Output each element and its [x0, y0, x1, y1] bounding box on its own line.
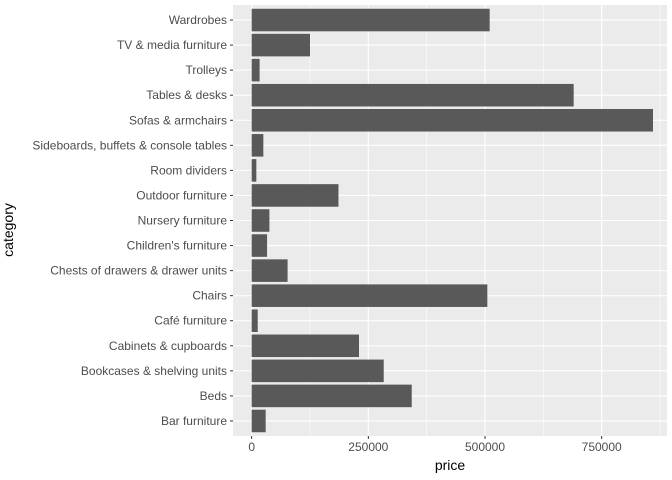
bar-cabinets-cupboards — [251, 334, 359, 358]
bar-caf-furniture — [251, 309, 258, 333]
y-tick-label: Chests of drawers & drawer units — [50, 264, 227, 278]
bar-tv-media-furniture — [251, 33, 310, 57]
y-tick-label: Sideboards, buffets & console tables — [32, 138, 227, 152]
bar-chests-of-drawers-drawer-units — [251, 259, 288, 282]
y-tick-label: Bar furniture — [161, 414, 227, 428]
x-tick-label: 250000 — [348, 440, 388, 454]
bar-bar-furniture — [251, 409, 266, 433]
x-tick-label: 0 — [248, 440, 255, 454]
bar-beds — [251, 384, 412, 408]
bar-bookcases-shelving-units — [251, 359, 384, 383]
bar-children-s-furniture — [251, 234, 268, 257]
y-tick-label: Children's furniture — [127, 239, 228, 253]
x-axis-title: price — [435, 457, 466, 473]
bar-tables-desks — [251, 83, 574, 107]
bars — [251, 8, 653, 433]
bar-room-dividers — [251, 159, 257, 182]
y-tick-label: Room dividers — [150, 163, 227, 177]
y-tick-label: Beds — [200, 389, 227, 403]
y-tick-label: TV & media furniture — [117, 38, 227, 52]
bar-trolleys — [251, 58, 260, 82]
bar-nursery-furniture — [251, 209, 270, 232]
y-axis-title: category — [0, 203, 16, 257]
y-tick-label: Tables & desks — [146, 88, 227, 102]
y-tick-label: Nursery furniture — [138, 214, 228, 228]
y-tick-label: Trolleys — [185, 63, 227, 77]
y-tick-label: Sofas & armchairs — [129, 113, 227, 127]
y-tick-label: Chairs — [192, 289, 227, 303]
bar-chairs — [251, 284, 488, 307]
bar-outdoor-furniture — [251, 184, 339, 207]
bar-sideboards-buffets-console-tables — [251, 134, 264, 157]
y-tick-labels: Bar furniture Beds Bookcases & shelving un… — [32, 13, 233, 428]
y-tick-label: Bookcases & shelving units — [81, 364, 227, 378]
y-tick-label: Wardrobes — [169, 13, 227, 27]
x-tick-label: 500000 — [465, 440, 505, 454]
y-tick-label: Café furniture — [154, 314, 227, 328]
bar-wardrobes — [251, 8, 490, 32]
y-tick-label: Outdoor furniture — [136, 188, 227, 202]
bar-sofas-armchairs — [251, 108, 653, 132]
y-tick-label: Cabinets & cupboards — [109, 339, 227, 353]
x-tick-label: 750000 — [582, 440, 622, 454]
x-tick-labels: 0 250000 500000 750000 — [248, 436, 622, 454]
